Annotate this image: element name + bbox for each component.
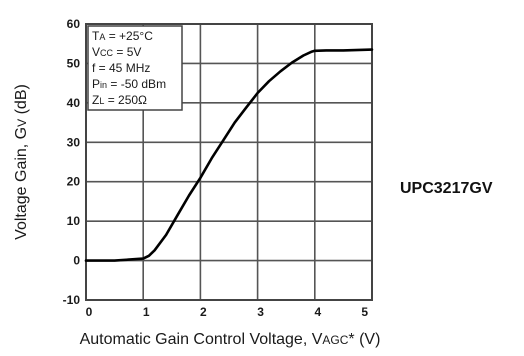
part-number: UPC3217GV	[400, 180, 493, 197]
y-tick-label: 60	[67, 17, 81, 31]
condition-line: f = 45 MHz	[92, 61, 150, 75]
gain-curve	[84, 48, 374, 262]
y-tick-label: -10	[63, 293, 81, 307]
conditions-box-frame	[87, 25, 183, 111]
x-tick-label: 3	[257, 305, 264, 319]
y-tick-label: 10	[67, 214, 81, 228]
condition-line: VCC = 5V	[92, 45, 141, 59]
conditions-box: TA = +25°C VCC = 5V f = 45 MHz Pin = -50 dB…	[87, 25, 183, 111]
x-axis-label: Automatic Gain Control Voltage, VAGC* (V…	[80, 331, 381, 348]
y-tick-label: 30	[67, 135, 81, 149]
y-axis-label: Voltage Gain, GV (dB)	[13, 84, 30, 240]
y-tick-label: 50	[67, 56, 81, 70]
condition-line: TA = +25°C	[92, 29, 153, 43]
condition-line: Pin = -50 dBm	[92, 77, 166, 91]
x-tick-label: 2	[200, 305, 207, 319]
condition-line: ZL = 250Ω	[92, 93, 147, 107]
x-tick-label: 4	[314, 305, 321, 319]
tick-labels: -10 0 10 20 30 40 50 60 0 1 2 3 4 5	[63, 17, 369, 319]
y-tick-label: 40	[67, 96, 81, 110]
x-tick-label: 1	[143, 305, 150, 319]
y-tick-label: 0	[73, 254, 80, 268]
y-tick-label: 20	[67, 175, 81, 189]
x-tick-label: 5	[361, 305, 368, 319]
plot-frame	[85, 23, 373, 301]
x-tick-label: 0	[86, 305, 93, 319]
